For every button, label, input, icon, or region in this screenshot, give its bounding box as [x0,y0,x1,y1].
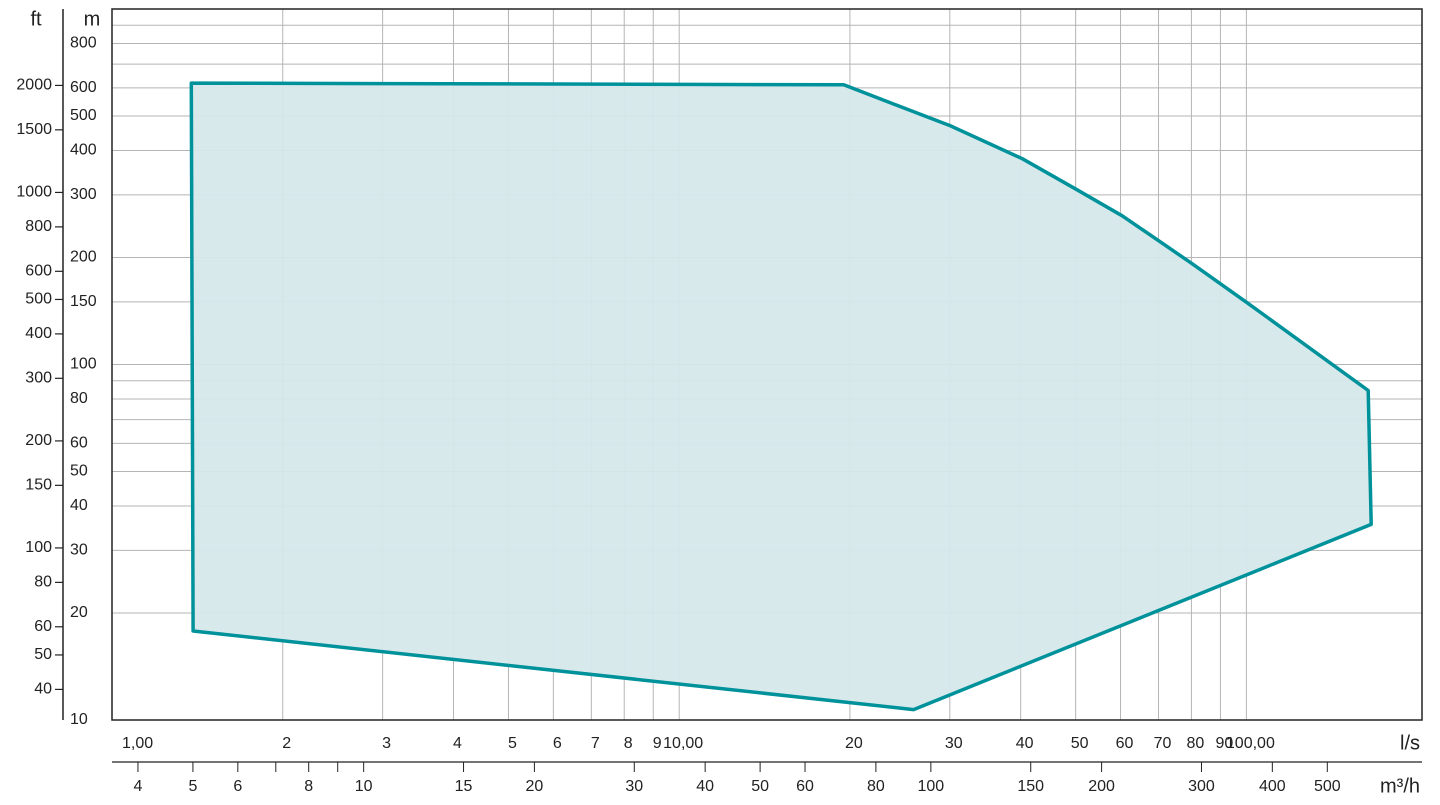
x2-tick-label: 80 [867,778,885,795]
y2-tick-label: 150 [25,477,52,494]
x-tick-label: 100,00 [1226,735,1275,752]
x2-tick-label: 6 [233,778,242,795]
x2-tick-label: 15 [455,778,473,795]
x-tick-label: 6 [553,735,562,752]
y2-axis-title: ft [30,8,42,30]
y2-tick-label: 500 [25,291,52,308]
area [189,81,1373,712]
x2-tick-label: 50 [751,778,769,795]
y-tick-label: 40 [70,497,88,514]
y-tick-label: 600 [70,79,97,96]
x-tick-label: 2 [282,735,291,752]
x-tick-label: 40 [1016,735,1034,752]
x-axis-title: l/s [1400,732,1420,754]
y2-tick-label: 600 [25,263,52,280]
y-tick-label: 800 [70,35,97,52]
y-tick-label: 200 [70,249,97,266]
y-tick-label: 300 [70,186,97,203]
y2-tick-label: 400 [25,325,52,342]
x-tick-label: 5 [508,735,517,752]
y-tick-label: 50 [70,463,88,480]
plot-frame [111,8,1423,721]
y2-tick-label: 1500 [16,121,52,138]
x-tick-label: 9 [653,735,662,752]
y-tick-label: 30 [70,542,88,559]
x-tick-label: 80 [1187,735,1205,752]
x-tick-label: 3 [382,735,391,752]
y2-tick-label: 40 [34,681,52,698]
y2-tick-label: 200 [25,432,52,449]
y-tick-label: 500 [70,107,97,124]
x2-tick-label: 300 [1188,778,1215,795]
y-tick-label: 150 [70,293,97,310]
y2-tick-label: 1000 [16,184,52,201]
y2-tick-label: 60 [34,618,52,635]
x2-tick-label: 100 [917,778,944,795]
x2-tick-label: 200 [1088,778,1115,795]
x-tick-label: 20 [845,735,863,752]
x-tick-label: 30 [945,735,963,752]
x2-tick-label: 150 [1017,778,1044,795]
x-tick-label: 90 [1216,735,1234,752]
x-tick-label: 1,00 [122,735,153,752]
y2-tick-label: 100 [25,539,52,556]
y-tick-label: 100 [70,356,97,373]
x-tick-label: 8 [624,735,633,752]
x-tick-label: 7 [591,735,600,752]
y-tick-label: 10 [70,711,88,728]
x-tick-label: 70 [1154,735,1172,752]
x2-tick-label: 5 [188,778,197,795]
y2-tick-label: 300 [25,370,52,387]
y2-tick-label: 80 [34,574,52,591]
x2-axis-title: m³/h [1380,775,1420,797]
x2-tick-label: 10 [355,778,373,795]
x2-tick-label: 400 [1259,778,1286,795]
x2-tick-label: 4 [134,778,143,795]
x-tick-label: 60 [1116,735,1134,752]
x2-tick-label: 500 [1314,778,1341,795]
x-tick-label: 50 [1071,735,1089,752]
y-tick-label: 20 [70,604,88,621]
y2-tick-label: 800 [25,218,52,235]
x2-tick-label: 20 [526,778,544,795]
y-tick-label: 60 [70,435,88,452]
x2-tick-label: 60 [796,778,814,795]
x-tick-label: 10,00 [663,735,703,752]
x2-tick-label: 8 [304,778,313,795]
y-tick-label: 400 [70,142,97,159]
y-axis-title: m [84,8,101,30]
x2-tick-label: 40 [696,778,714,795]
y-tick-label: 80 [70,390,88,407]
x2-tick-label: 30 [625,778,643,795]
x-tick-label: 4 [453,735,462,752]
y2-tick-label: 2000 [16,77,52,94]
y2-tick-label: 50 [34,646,52,663]
